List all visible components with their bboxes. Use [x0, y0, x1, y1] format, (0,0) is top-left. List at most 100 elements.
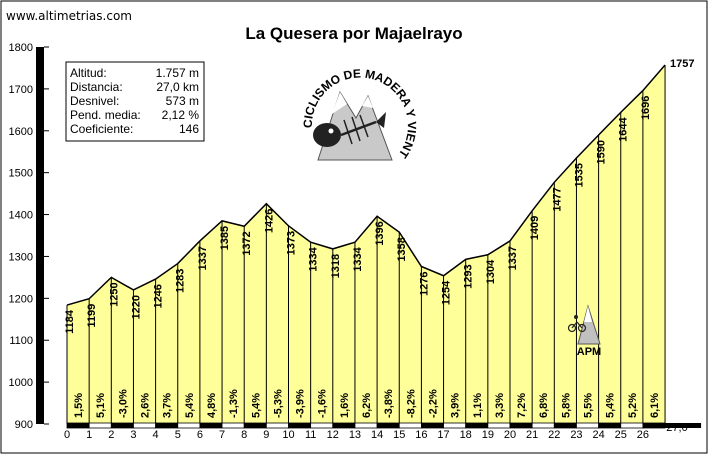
- x-tick-label: 4: [153, 429, 159, 441]
- x-axis-segment: [310, 422, 334, 429]
- profile-segment: [421, 266, 444, 424]
- profile-segment: [487, 240, 510, 424]
- altitude-label: 1246: [153, 284, 165, 308]
- gradient-label: 5,1%: [95, 393, 107, 418]
- altitude-label: 1590: [596, 140, 608, 164]
- x-tick-label: 10: [282, 429, 294, 441]
- x-axis-segment: [531, 422, 555, 429]
- apm-badge: APM: [567, 304, 601, 358]
- gradient-label: 3,3%: [494, 393, 506, 418]
- altitude-label: 1337: [507, 246, 519, 270]
- profile-segment: [532, 182, 555, 424]
- x-axis-segment: [553, 422, 577, 429]
- altitude-label: 1372: [241, 231, 253, 255]
- gradient-label: -3,8%: [383, 389, 395, 418]
- y-axis: 900 1000 1100 1200 1300 1400 1500 1600 1700 1800: [9, 42, 49, 431]
- gradient-label: 5,2%: [627, 393, 639, 418]
- x-axis-segment: [376, 422, 400, 429]
- x-tick-label: 17: [437, 429, 449, 441]
- profile-segment: [465, 254, 488, 424]
- altitude-label: 1293: [463, 264, 475, 288]
- stat-value-distancia: 27,0 km: [156, 80, 199, 94]
- gradient-label: 7,2%: [516, 393, 528, 418]
- stat-label-distancia: Distancia:: [70, 80, 123, 94]
- profile-segment: [89, 277, 112, 424]
- x-axis-segment: [243, 422, 267, 429]
- x-tick-label: 15: [393, 429, 405, 441]
- x-axis-segment: [620, 422, 644, 429]
- altitude-label-final: 1757: [670, 58, 694, 70]
- gradient-label: -1,6%: [317, 389, 329, 418]
- gradient-label: 1,5%: [73, 393, 85, 418]
- gradient-label: 6,2%: [361, 393, 373, 418]
- y-tick-label: 1600: [9, 126, 33, 138]
- stat-label-desnivel: Desnivel:: [70, 94, 119, 108]
- gradient-label: 5,5%: [583, 393, 595, 418]
- profile-segment: [177, 240, 200, 424]
- altitude-label: 1254: [441, 280, 453, 305]
- profile-segment: [443, 259, 466, 424]
- altitude-label: 1250: [108, 282, 120, 306]
- profile-segment: [642, 65, 666, 425]
- gradient-label: 2,6%: [140, 393, 152, 418]
- x-axis-segment: [576, 422, 600, 429]
- y-tick-label: 1500: [9, 168, 33, 180]
- stats-box: Altitud: 1.757 m Distancia: 27,0 km Desn…: [65, 61, 205, 142]
- profile-segment: [133, 279, 156, 424]
- profile-segment: [155, 263, 178, 424]
- profile-segment: [67, 298, 90, 424]
- gradient-label: 3,7%: [162, 393, 174, 418]
- y-tick-label: 1300: [9, 251, 33, 263]
- x-axis-segment: [443, 422, 467, 429]
- x-tick-label: 5: [175, 429, 181, 441]
- y-tick-label: 900: [15, 419, 33, 431]
- x-axis-segment: [398, 422, 422, 429]
- x-axis-segment: [420, 422, 444, 429]
- profile-segment: [199, 220, 223, 424]
- altitude-label: 1184: [64, 309, 76, 334]
- profile-segment: [266, 203, 289, 424]
- x-axis-segment: [642, 422, 666, 429]
- y-tick-label: 1700: [9, 84, 33, 96]
- gradient-label: 1,6%: [339, 393, 351, 418]
- profile-area: [66, 64, 666, 425]
- x-axis-segment: [465, 422, 489, 429]
- gradient-label: 4,8%: [206, 393, 218, 418]
- x-tick-label: 24: [592, 429, 604, 441]
- x-tick-label: 9: [263, 429, 269, 441]
- end-distance-label: 27,0: [666, 422, 687, 434]
- y-axis-bar: [36, 47, 44, 424]
- y-tick-label: 1100: [9, 335, 33, 347]
- stat-label-pendiente: Pend. media:: [70, 108, 141, 122]
- x-axis-segment: [66, 422, 90, 429]
- altitude-label: 1220: [130, 295, 142, 319]
- gradient-label: -1,3%: [228, 389, 240, 418]
- x-tick-label: 2: [108, 429, 114, 441]
- gradient-label: -3,0%: [117, 389, 129, 418]
- altitude-label: 1318: [330, 254, 342, 278]
- stat-value-altitud: 1.757 m: [156, 66, 199, 80]
- altitude-label: 1426: [263, 209, 275, 233]
- altitude-label: 1304: [485, 259, 497, 284]
- altitude-labels: 1184 1199 1250 1220 1246 1283 1337 1385 1372 1426…: [64, 58, 695, 334]
- x-axis-segment: [133, 422, 156, 429]
- x-axis-segment: [221, 422, 245, 429]
- y-tick-label: 1800: [9, 42, 33, 54]
- x-tick-label: 0: [64, 429, 70, 441]
- altitude-label: 1276: [418, 271, 430, 295]
- x-axis-segment: [177, 422, 201, 429]
- stats-box-frame: [65, 61, 205, 142]
- gradient-label: 5,8%: [560, 393, 572, 418]
- altitude-label: 1373: [286, 231, 298, 255]
- x-tick-label: 18: [460, 429, 472, 441]
- profile-segment: [244, 203, 267, 424]
- site-url: www.altimetrias.com: [6, 9, 132, 23]
- profile-segment: [332, 242, 355, 424]
- profile-segment: [576, 134, 599, 424]
- gradient-label: -2,2%: [427, 389, 439, 418]
- gradient-label: 6,8%: [538, 393, 550, 418]
- x-tick-label: 22: [548, 429, 560, 441]
- x-tick-label: 11: [305, 429, 316, 441]
